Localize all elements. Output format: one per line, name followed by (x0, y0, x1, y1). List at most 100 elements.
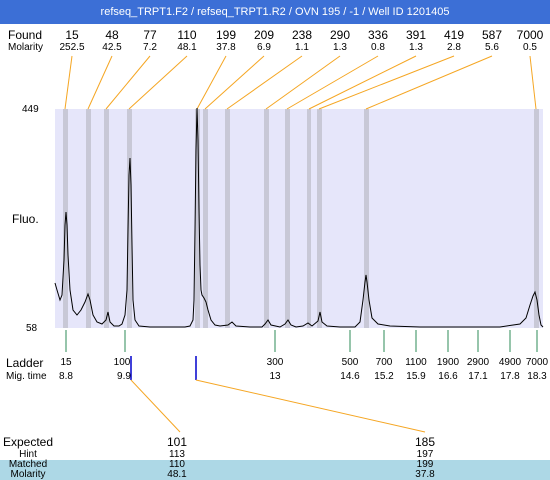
ladder-ticks (65, 330, 538, 352)
peak-band (127, 109, 132, 328)
peak-found-value: 199 (215, 28, 237, 42)
peak-band (264, 109, 269, 328)
peak-found-value: 587 (481, 28, 503, 42)
found-label: Found (8, 28, 43, 42)
ladder-size: 4900 (498, 357, 522, 368)
peak-band (307, 109, 311, 328)
ladder-size: 2900 (466, 357, 490, 368)
y-axis-max: 449 (22, 104, 39, 115)
peak-found-value: 391 (405, 28, 427, 42)
ladder-size: 1900 (436, 357, 460, 368)
peak-molarity-value: 1.1 (295, 42, 309, 53)
plot-area (55, 109, 543, 328)
peak-found-value: 77 (143, 28, 157, 42)
ladder-migration-time: 8.8 (59, 371, 73, 382)
hint-value: 113 (169, 449, 185, 460)
peak-connector (87, 55, 113, 110)
peak-connector (529, 55, 537, 110)
ladder-label: Ladder (6, 356, 44, 370)
ladder-migration-time: 13 (269, 371, 281, 382)
peak-found-value: 110 (177, 28, 197, 42)
peak-found-value: 419 (443, 28, 465, 42)
peak-band (285, 109, 290, 328)
peak-connector (365, 55, 493, 110)
hint-value: 197 (416, 449, 434, 460)
table-molarity-value: 37.8 (415, 469, 435, 480)
peak-band (317, 109, 322, 328)
ladder-size: 1100 (405, 357, 427, 368)
peak-connector (308, 55, 417, 110)
peak-molarity-value: 2.8 (447, 42, 461, 53)
peak-band (104, 109, 109, 328)
ladder-size: 700 (375, 357, 393, 368)
peak-band (203, 109, 208, 328)
peak-found-value: 290 (329, 28, 351, 42)
matched-row: Matched 110 199 (0, 460, 550, 470)
peak-molarity-value: 0.5 (523, 42, 537, 53)
peak-molarity-value: 7.2 (143, 42, 157, 53)
expected-value: 101 (166, 435, 188, 449)
migration-time-label: Mig. time (6, 371, 47, 382)
peak-connector (128, 55, 188, 110)
ladder-size: 7000 (525, 357, 549, 368)
ladder-size: 300 (266, 357, 284, 368)
molarity-row: Molarity 48.1 37.8 (0, 470, 550, 480)
peak-molarity-value: 252.5 (59, 42, 85, 53)
matched-value: 110 (169, 459, 185, 470)
expected-connector (130, 379, 181, 433)
peak-molarity-value: 6.9 (257, 42, 271, 53)
ladder-size: 15 (60, 357, 72, 368)
hint-label: Hint (19, 449, 37, 460)
window-title: refseq_TRPT1.F2 / refseq_TRPT1.R2 / OVN … (0, 0, 550, 24)
peak-molarity-value: 0.8 (371, 42, 385, 53)
peak-found-value: 15 (65, 28, 79, 42)
expected-row: Expected 101 185 (0, 436, 550, 448)
peak-connectors (64, 55, 537, 110)
peak-molarity-value: 1.3 (333, 42, 347, 53)
peak-found-value: 238 (291, 28, 313, 42)
y-axis-min: 58 (26, 323, 38, 334)
peak-connector (64, 55, 73, 110)
peak-connector (204, 55, 265, 110)
matched-value: 199 (416, 459, 434, 470)
ladder-size: 500 (341, 357, 359, 368)
peak-connector (318, 55, 455, 110)
ladder-migration-time: 16.6 (438, 371, 458, 382)
expected-connector (195, 379, 426, 433)
peak-found-value: 48 (105, 28, 119, 42)
peak-bands (63, 109, 539, 328)
peak-band (534, 109, 539, 328)
peak-band (225, 109, 230, 328)
peak-molarity-value: 5.6 (485, 42, 499, 53)
peak-molarity-value: 48.1 (177, 42, 197, 53)
ladder-migration-time: 15.9 (406, 371, 426, 382)
peak-found-value: 336 (367, 28, 389, 42)
ladder-migration-time: 17.8 (500, 371, 520, 382)
peak-band (364, 109, 369, 328)
ladder-migration-time: 18.3 (527, 371, 547, 382)
peak-molarity-value: 37.8 (216, 42, 236, 53)
peak-found-value: 7000 (516, 28, 544, 42)
peak-connector (105, 55, 151, 110)
ladder-size: 100 (113, 357, 131, 368)
hint-row: Hint 113 197 (0, 450, 550, 460)
ladder-migration-time: 14.6 (340, 371, 360, 382)
expected-value: 185 (414, 435, 436, 449)
peak-molarity-value: 42.5 (102, 42, 122, 53)
ladder-migration-time: 9.9 (117, 371, 131, 382)
ladder-migration-time: 15.2 (374, 371, 394, 382)
expected-label: Expected (2, 435, 54, 449)
peak-band (195, 109, 200, 328)
peak-molarity-value: 1.3 (409, 42, 423, 53)
peak-connector (196, 55, 227, 110)
table-molarity-label: Molarity (10, 469, 46, 480)
fluorescence-trace (54, 107, 544, 328)
peak-band (86, 109, 91, 328)
peak-connector (265, 55, 341, 110)
peak-connector (286, 55, 379, 110)
y-axis-label: Fluo. (12, 212, 39, 226)
table-molarity-value: 48.1 (167, 469, 187, 480)
peak-found-value: 209 (253, 28, 275, 42)
molarity-label: Molarity (8, 42, 44, 53)
ladder-migration-time: 17.1 (468, 371, 488, 382)
